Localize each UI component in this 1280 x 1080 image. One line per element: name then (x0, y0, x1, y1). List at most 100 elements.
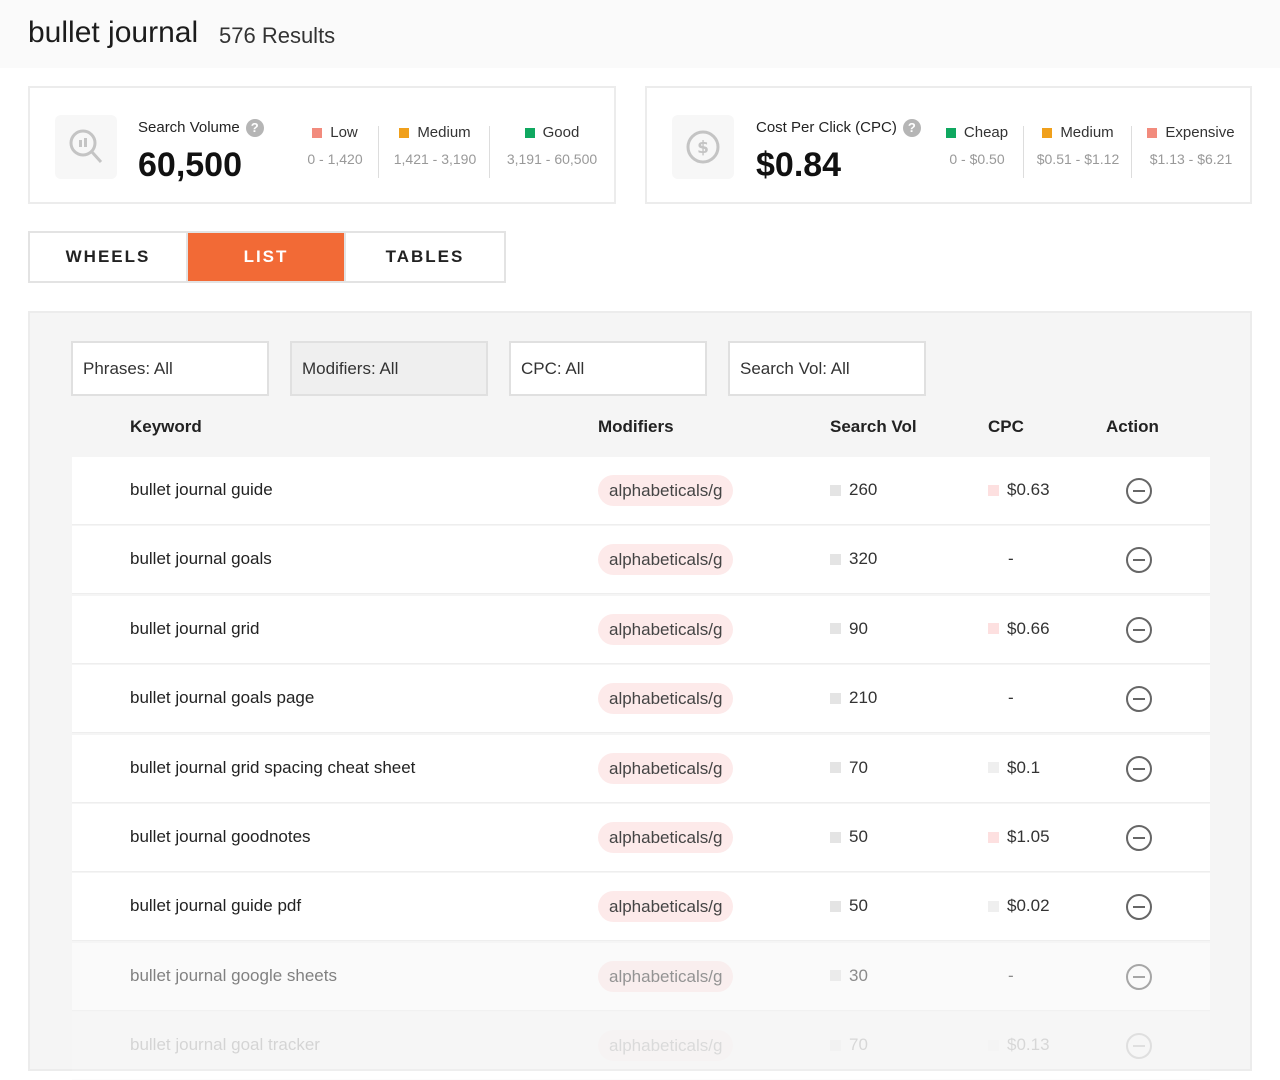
column-header-search-vol[interactable]: Search Vol (830, 417, 917, 436)
column-header-action: Action (1106, 417, 1159, 436)
search-vol-cell: 70 (830, 1035, 868, 1055)
table-row: bullet journal guide pdf alphabeticals/g… (72, 873, 1210, 942)
table-row: bullet journal goodnotes alphabeticals/g… (72, 804, 1210, 872)
cpc-indicator (988, 623, 999, 635)
remove-icon[interactable] (1126, 963, 1152, 990)
view-tabs: WHEELS LIST TABLES (28, 231, 506, 283)
cpc-indicator (988, 762, 999, 774)
modifier-tag: alphabeticals/g (598, 891, 734, 923)
table-row: bullet journal grid spacing cheat sheet … (72, 734, 1210, 803)
phrases-filter[interactable]: Phrases: All (71, 341, 269, 396)
keyword[interactable]: bullet journal goal tracker (130, 1035, 320, 1055)
search-vol-filter[interactable]: Search Vol: All (728, 341, 926, 396)
modifier-tag: alphabeticals/g (598, 1030, 734, 1062)
modifier-tag: alphabeticals/g (598, 475, 734, 506)
keyword[interactable]: bullet journal grid spacing cheat sheet (130, 757, 416, 777)
table-row: bullet journal grid alphabeticals/g 90 $… (72, 595, 1210, 664)
modifier-tag: alphabeticals/g (598, 683, 734, 715)
remove-icon[interactable] (1126, 894, 1152, 921)
header-bar: bullet journal 576 Results (0, 0, 1280, 68)
table-row: bullet journal google sheets alphabetica… (72, 942, 1210, 1011)
search-volume-label: Search Volume (138, 119, 240, 136)
volume-indicator (830, 484, 841, 496)
legend-cheap: Cheap 0 - $0.50 (939, 124, 1015, 167)
search-volume-card: Search Volume? 60,500 Low 0 - 1,420 Mediu… (28, 86, 616, 204)
search-chart-icon (55, 115, 117, 179)
cpc-cell: - (1008, 549, 1014, 569)
dollar-coin-icon: $ (672, 115, 734, 179)
keyword[interactable]: bullet journal goodnotes (130, 827, 311, 846)
volume-indicator (830, 831, 841, 843)
cpc-card: $ Cost Per Click (CPC)? $0.84 Cheap 0 - $… (645, 86, 1252, 204)
search-vol-cell: 90 (830, 619, 868, 639)
remove-icon[interactable] (1126, 478, 1152, 504)
help-icon[interactable]: ? (902, 119, 921, 138)
remove-icon[interactable] (1126, 1033, 1152, 1060)
cpc-cell: $0.02 (988, 896, 1050, 916)
modifier-tag: alphabeticals/g (598, 752, 734, 784)
tab-list[interactable]: LIST (188, 233, 346, 281)
search-vol-cell: 210 (830, 688, 877, 708)
keyword[interactable]: bullet journal goals (130, 549, 272, 569)
legend-low: Low 0 - 1,420 (307, 124, 363, 167)
remove-icon[interactable] (1126, 825, 1152, 851)
cpc-cell: - (1008, 688, 1014, 708)
help-icon[interactable]: ? (245, 119, 264, 138)
search-query-title: bullet journal (28, 16, 199, 49)
column-header-modifiers[interactable]: Modifiers (598, 417, 674, 436)
svg-text:$: $ (697, 138, 709, 158)
volume-indicator (830, 692, 841, 704)
modifier-tag: alphabeticals/g (598, 544, 734, 576)
cpc-cell: $0.63 (988, 480, 1050, 500)
legend-expensive: Expensive $1.13 - $6.21 (1143, 124, 1239, 167)
cpc-cell: $0.13 (988, 1035, 1050, 1055)
cpc-cell: - (1008, 965, 1014, 985)
search-vol-cell: 30 (830, 966, 868, 986)
legend-medium: Medium 1,421 - 3,190 (393, 124, 477, 167)
keyword[interactable]: bullet journal google sheets (130, 965, 337, 985)
cpc-cell: $1.05 (988, 827, 1050, 847)
volume-indicator (830, 1039, 841, 1051)
remove-icon[interactable] (1126, 616, 1152, 643)
cpc-indicator (988, 484, 999, 496)
tab-tables[interactable]: TABLES (346, 233, 504, 281)
volume-indicator (830, 623, 841, 635)
keyword[interactable]: bullet journal guide (130, 480, 273, 499)
column-header-keyword[interactable]: Keyword (130, 417, 202, 436)
table-row: bullet journal goals page alphabeticals/… (72, 665, 1210, 734)
remove-icon[interactable] (1126, 755, 1152, 782)
cpc-indicator (988, 1039, 999, 1051)
table-row: bullet journal goal tracker alphabetical… (72, 1012, 1210, 1080)
table-row: bullet journal goals alphabeticals/g 320… (72, 526, 1210, 595)
modifiers-filter[interactable]: Modifiers: All (290, 341, 488, 396)
volume-indicator (830, 970, 841, 982)
search-volume-value: 60,500 (138, 146, 242, 184)
cpc-cell: $0.66 (988, 619, 1050, 639)
keyword[interactable]: bullet journal goals page (130, 688, 315, 708)
search-vol-cell: 50 (830, 896, 868, 916)
table-row: bullet journal guide alphabeticals/g 260… (72, 457, 1210, 525)
cpc-cell: $0.1 (988, 758, 1040, 778)
volume-indicator (830, 553, 841, 565)
cpc-label: Cost Per Click (CPC) (756, 119, 897, 136)
legend-good: Good 3,191 - 60,500 (506, 124, 598, 167)
column-header-cpc[interactable]: CPC (988, 417, 1024, 436)
remove-icon[interactable] (1126, 686, 1152, 713)
cpc-filter[interactable]: CPC: All (509, 341, 707, 396)
search-vol-cell: 260 (830, 480, 877, 500)
results-count: 576 Results (219, 23, 336, 48)
legend-medium: Medium $0.51 - $1.12 (1036, 124, 1120, 167)
modifier-tag: alphabeticals/g (598, 960, 734, 992)
remove-icon[interactable] (1126, 547, 1152, 574)
cpc-indicator (988, 900, 999, 912)
tab-wheels[interactable]: WHEELS (30, 233, 188, 281)
search-vol-cell: 320 (830, 549, 877, 569)
modifier-tag: alphabeticals/g (598, 613, 734, 645)
volume-indicator (830, 762, 841, 774)
modifier-tag: alphabeticals/g (598, 822, 734, 853)
search-vol-cell: 50 (830, 827, 868, 847)
search-vol-cell: 70 (830, 758, 868, 778)
keyword[interactable]: bullet journal grid (130, 618, 260, 638)
cpc-indicator (988, 831, 999, 843)
keyword[interactable]: bullet journal guide pdf (130, 896, 302, 916)
